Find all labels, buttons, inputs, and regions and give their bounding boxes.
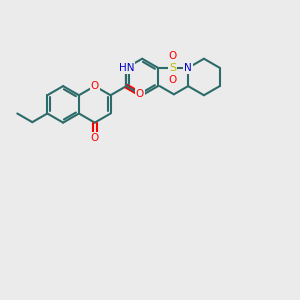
Text: O: O xyxy=(91,81,99,91)
Text: O: O xyxy=(91,133,99,142)
Text: S: S xyxy=(169,63,176,73)
Text: O: O xyxy=(136,89,144,99)
Text: HN: HN xyxy=(118,63,134,73)
Text: O: O xyxy=(169,51,177,61)
Text: N: N xyxy=(184,63,192,73)
Text: O: O xyxy=(169,75,177,85)
